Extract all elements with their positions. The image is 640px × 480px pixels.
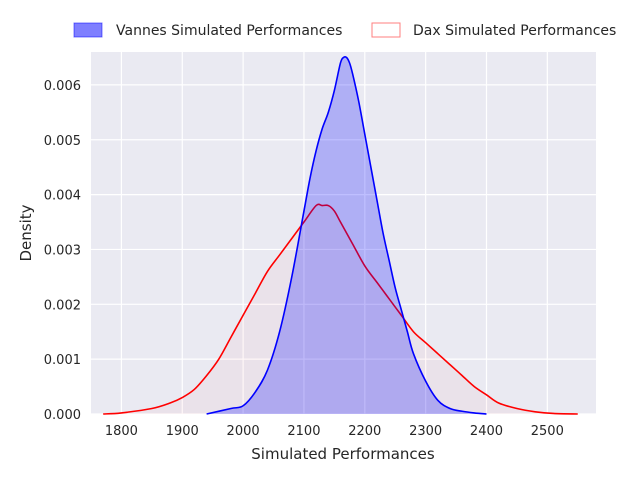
density-line-dax xyxy=(103,203,578,415)
density-line-vannes xyxy=(206,56,487,415)
x-axis-label: Simulated Performances xyxy=(251,445,435,463)
grid xyxy=(91,52,596,415)
x-tick-label: 2000 xyxy=(227,424,260,439)
y-tick-label: 0.001 xyxy=(44,353,81,368)
x-tick-label: 1900 xyxy=(166,424,199,439)
x-tick-label: 2400 xyxy=(470,424,503,439)
x-tick-label: 1800 xyxy=(105,424,138,439)
y-tick-label: 0.002 xyxy=(44,298,81,313)
y-tick-label: 0.003 xyxy=(44,243,81,258)
y-tick-label: 0.004 xyxy=(44,189,81,204)
x-tick-label: 2500 xyxy=(531,424,564,439)
density-fill-vannes xyxy=(206,56,487,415)
legend-label-vannes: Vannes Simulated Performances xyxy=(116,23,342,39)
legend-swatch-vannes xyxy=(73,22,103,38)
x-tick-label: 2300 xyxy=(409,424,442,439)
x-tick-label: 2100 xyxy=(287,424,320,439)
legend: Vannes Simulated Performances Dax Simula… xyxy=(73,22,616,39)
y-tick-label: 0.000 xyxy=(44,408,81,423)
y-axis-label: Density xyxy=(17,204,35,261)
legend-swatch-dax xyxy=(371,22,401,38)
x-tick-label: 2200 xyxy=(348,424,381,439)
legend-label-dax: Dax Simulated Performances xyxy=(413,23,616,39)
plot-area xyxy=(91,52,596,414)
series-layer xyxy=(103,56,578,415)
y-tick-label: 0.005 xyxy=(44,134,81,149)
y-tick-label: 0.006 xyxy=(44,79,81,94)
ticks: 1800 1900 2000 2100 2200 2300 2400 2500 0.000 0.0… xyxy=(44,79,564,439)
